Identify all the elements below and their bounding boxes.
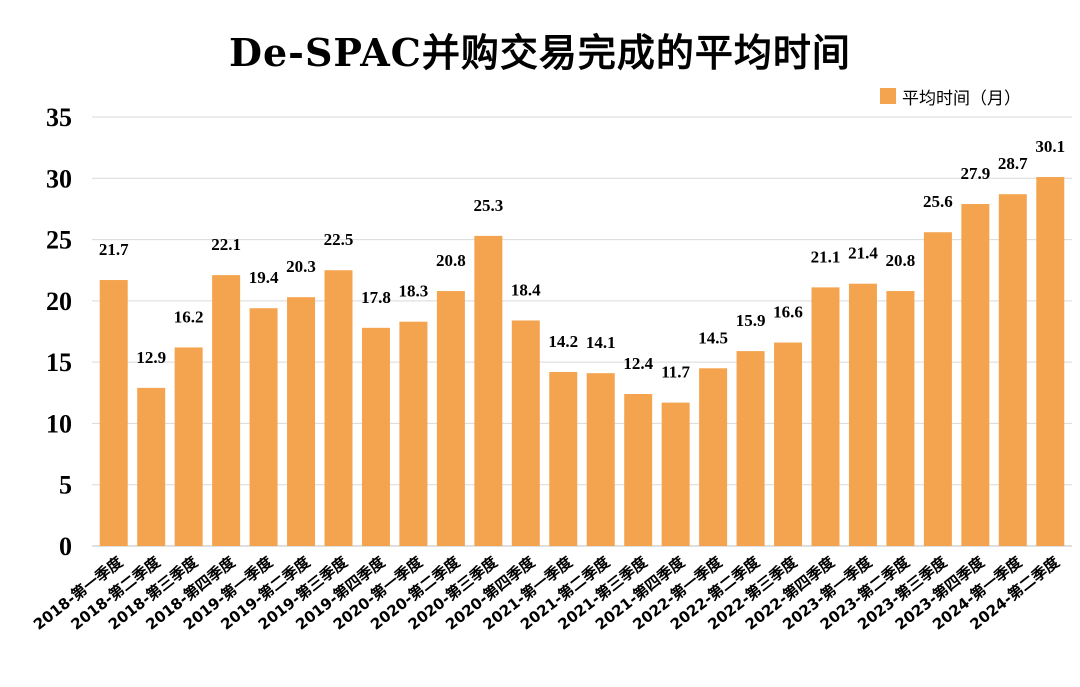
data-label: 27.9 (960, 164, 990, 183)
data-label: 18.3 (399, 282, 429, 301)
data-label: 25.6 (923, 192, 953, 211)
data-label: 21.4 (848, 244, 878, 263)
bar (1036, 177, 1065, 546)
data-label: 15.9 (736, 311, 766, 330)
data-label: 19.4 (249, 268, 279, 287)
data-label: 14.5 (698, 328, 728, 347)
bar (212, 275, 241, 546)
bar (324, 270, 353, 546)
data-label: 18.4 (511, 280, 541, 299)
y-tick-label: 5 (59, 471, 72, 500)
legend: 平均时间（月） (880, 86, 1021, 109)
data-label: 12.9 (136, 348, 166, 367)
bar (886, 291, 915, 546)
chart-title: De-SPAC并购交易完成的平均时间 (229, 30, 851, 75)
y-tick-label: 25 (46, 226, 72, 255)
bar (923, 232, 952, 546)
data-label: 20.3 (286, 257, 316, 276)
legend-label: 平均时间（月） (902, 88, 1021, 109)
data-label: 21.1 (811, 247, 841, 266)
y-tick-label: 35 (46, 103, 72, 132)
bar (624, 394, 653, 546)
bar (174, 347, 203, 546)
data-label: 12.4 (623, 354, 653, 373)
bar (961, 204, 990, 547)
data-label: 21.7 (99, 240, 129, 259)
bar (811, 287, 840, 546)
data-label: 14.1 (586, 333, 616, 352)
bar (848, 283, 877, 546)
data-label: 11.7 (661, 363, 690, 382)
bar (736, 351, 765, 546)
bar (998, 194, 1027, 546)
bar (287, 297, 316, 546)
y-tick-label: 10 (46, 409, 72, 438)
bar (549, 371, 578, 546)
y-tick-label: 15 (46, 348, 72, 377)
bar (249, 308, 278, 546)
bar (511, 320, 540, 546)
bar (474, 235, 503, 546)
y-tick-label: 20 (46, 287, 72, 316)
bar (699, 368, 728, 546)
data-label: 30.1 (1035, 137, 1065, 156)
bar (361, 327, 390, 546)
data-label: 20.8 (886, 251, 916, 270)
bar (661, 402, 690, 546)
data-label: 14.2 (548, 332, 578, 351)
y-tick-label: 30 (46, 164, 72, 193)
data-label: 20.8 (436, 251, 466, 270)
data-label: 17.8 (361, 288, 391, 307)
bar (586, 373, 615, 546)
y-tick-label: 0 (59, 532, 72, 561)
bar (137, 387, 166, 546)
bar (436, 291, 465, 546)
bar (399, 321, 428, 546)
data-label: 16.6 (773, 303, 803, 322)
legend-swatch (880, 88, 896, 104)
bar (99, 280, 128, 546)
data-label: 22.1 (211, 235, 241, 254)
data-label: 28.7 (998, 154, 1028, 173)
data-label: 22.5 (324, 230, 354, 249)
data-label: 25.3 (473, 196, 503, 215)
data-label: 16.2 (174, 307, 204, 326)
bar (774, 342, 803, 546)
